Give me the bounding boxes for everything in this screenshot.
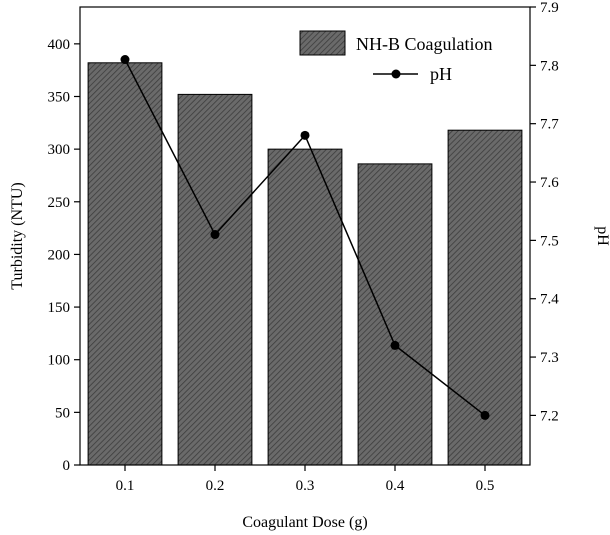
x-tick-label-0: 0.1 xyxy=(116,478,135,494)
left-tick-label-1: 50 xyxy=(55,405,70,421)
left-tick-label-5: 250 xyxy=(48,195,71,211)
legend-bar-label: NH-B Coagulation xyxy=(356,34,493,54)
right-tick-label-5: 7.7 xyxy=(540,117,559,133)
left-tick-label-8: 400 xyxy=(48,37,71,53)
left-axis: 0 50 100 150 200 250 300 350 400 xyxy=(48,37,81,474)
left-tick-label-2: 100 xyxy=(48,353,71,369)
left-tick-label-3: 150 xyxy=(48,300,71,316)
left-tick-label-7: 350 xyxy=(48,89,71,105)
right-tick-label-1: 7.3 xyxy=(540,350,559,366)
legend-line-marker xyxy=(392,70,401,79)
right-tick-label-4: 7.6 xyxy=(540,175,559,191)
x-tick-label-2: 0.3 xyxy=(296,478,315,494)
ph-point-1 xyxy=(211,230,220,239)
right-tick-label-2: 7.4 xyxy=(540,292,559,308)
legend-bar-swatch xyxy=(300,31,345,55)
bar-series xyxy=(88,63,522,465)
right-axis: 7.2 7.3 7.4 7.5 7.6 7.7 7.8 7.9 xyxy=(530,0,559,424)
right-tick-label-6: 7.8 xyxy=(540,58,559,74)
right-tick-label-0: 7.2 xyxy=(540,408,559,424)
ph-point-0 xyxy=(121,55,130,64)
bar-1 xyxy=(178,94,252,465)
right-tick-label-7: 7.9 xyxy=(540,0,559,16)
x-tick-label-3: 0.4 xyxy=(386,478,405,494)
right-tick-label-3: 7.5 xyxy=(540,233,559,249)
x-tick-label-1: 0.2 xyxy=(206,478,225,494)
ph-point-4 xyxy=(481,411,490,420)
x-axis-title: Coagulant Dose (g) xyxy=(242,514,367,531)
legend: NH-B Coagulation pH xyxy=(300,31,493,84)
x-axis: 0.1 0.2 0.3 0.4 0.5 xyxy=(116,465,495,494)
y2-axis-title: pH xyxy=(594,226,610,246)
left-tick-label-4: 200 xyxy=(48,247,71,263)
left-tick-label-6: 300 xyxy=(48,142,71,158)
y-axis-title: Turbidity (NTU) xyxy=(9,182,26,289)
left-tick-label-0: 0 xyxy=(63,458,71,474)
x-tick-label-4: 0.5 xyxy=(476,478,495,494)
ph-point-2 xyxy=(301,131,310,140)
bar-0 xyxy=(88,63,162,465)
ph-point-3 xyxy=(391,341,400,350)
legend-line-label: pH xyxy=(430,64,452,84)
bar-3 xyxy=(358,164,432,465)
